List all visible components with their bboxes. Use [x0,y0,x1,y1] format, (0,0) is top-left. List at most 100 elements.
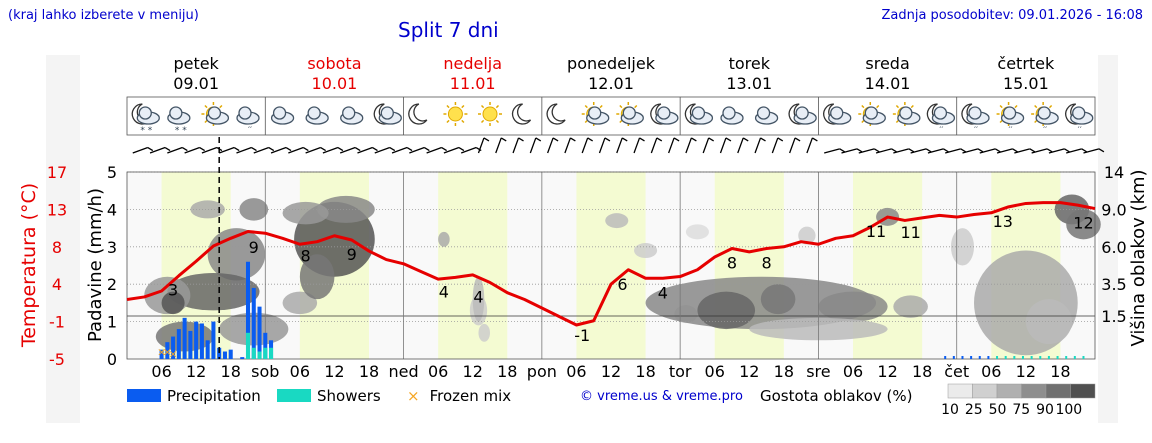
wind-barb-shaft [529,137,537,154]
temperature-data-label: 9 [249,238,259,257]
wind-barb [754,137,766,154]
wind-barb [737,137,749,154]
showers-bar [257,351,262,359]
wind-barb-shaft [288,146,304,154]
day-date: 13.01 [726,74,772,93]
wind-barb-feather [500,137,507,142]
wind-barb-shaft [598,137,606,154]
sun-ray [1014,104,1018,109]
day-date: 12.01 [588,74,634,93]
wind-barb [789,137,801,154]
wind-barb-feather [794,137,801,142]
time-tick: 06 [428,362,448,381]
cloud-density-label: 25 [965,402,983,418]
legend-precipitation: Precipitation [127,387,261,405]
precip-axis-label: Padavine (mm/h) [85,188,106,342]
temperature-data-label: 8 [301,247,311,266]
precipitation-bar [182,317,187,359]
precip-glyph: ′′ [1043,126,1047,136]
page-title: Split 7 dni [398,18,499,42]
precipitation-bar [263,332,268,359]
wind-barb [357,146,378,154]
moon-cloud-icon [788,103,817,125]
sun-ray [861,104,865,109]
time-tick: 06 [705,362,725,381]
frozen-mix-icon: × [407,387,420,405]
cloud-density-label: 90 [1036,402,1054,418]
cloud-density-patch [1066,209,1101,240]
wind-barb [391,146,413,154]
time-tick: 18 [359,362,379,381]
wind-barb-shaft [167,146,183,154]
precipitation-bar [188,330,193,359]
cloud-density-label: 10 [941,402,959,418]
cloud-icon [754,106,779,125]
sun-ray [446,119,450,124]
time-tick: 12 [463,362,483,381]
temperature-tick: -5 [49,350,65,369]
wind-barb [962,148,984,154]
cloud-puff [307,106,321,120]
showers-bar [263,347,268,359]
day-name: torek [729,54,771,73]
wind-barb-shaft [322,146,339,154]
sun-disc [482,106,498,122]
time-tick: 06 [843,362,863,381]
cloud-density-swatch [1021,383,1047,399]
sun-ray [619,119,623,124]
time-tick: 12 [1016,362,1036,381]
sun-cloud-icon [201,102,230,126]
wind-barb-shaft [426,146,442,154]
wind-barb-shaft [1014,148,1030,154]
wind-barb-shaft [685,137,692,154]
wind-barb-feather [483,137,490,142]
wind-barb-shaft [357,146,373,154]
day-name: ponedeljek [567,54,656,73]
wind-barb [149,146,171,154]
cloud-puff [722,106,736,120]
cloud-density-patch [634,243,658,259]
precip-glyph: * * [140,126,152,136]
moon-cloud-icon [650,103,679,125]
credit-link[interactable]: © vreme.us & vreme.pro [580,389,743,404]
time-tick: 18 [912,362,932,381]
temperature-data-label: -1 [574,326,590,345]
moon-cloud-icon [373,103,402,125]
wind-barb-shaft [824,148,840,154]
wind-barb [616,137,628,154]
time-tick: sob [251,362,279,381]
moon-cloud-rain-icon: ′′ [1065,103,1094,136]
wind-barb [288,146,309,154]
wind-barb-feather [251,146,257,152]
sun-ray [599,104,603,109]
day-date: 09.01 [173,74,219,93]
wind-barb-feather [639,137,645,142]
wind-barb [893,148,915,154]
cloud-puff [588,106,602,120]
wind-barb-feather [587,137,593,142]
sun-ray [876,104,880,109]
moon-icon [408,103,428,125]
light-precip-bar [970,356,973,359]
cloud-density-patch [282,201,329,225]
cloud-legend-title: Gostota oblakov (%) [760,387,913,405]
precip-glyph: ′′ [248,126,252,136]
wind-barb-feather [873,148,880,153]
wind-barb [409,146,430,154]
time-tick: 12 [186,362,206,381]
wind-barb [547,137,559,154]
cloud-density-patch [685,224,709,240]
wind-barb-shaft [581,137,589,154]
wind-barb-shaft [201,146,218,154]
cloud-icon [340,106,364,125]
temperature-data-label: 9 [347,245,357,264]
moon-cloud-snow-icon: * * [131,103,160,136]
cloud-puff [1037,106,1051,120]
wind-barb-shaft [893,148,909,154]
wind-barb [875,148,897,154]
sun-cloud-icon [581,102,610,126]
cloud-density-swatch [1070,383,1096,399]
cloud-puff [1002,106,1017,120]
wind-barb [495,137,507,154]
time-tick: 18 [1050,362,1070,381]
